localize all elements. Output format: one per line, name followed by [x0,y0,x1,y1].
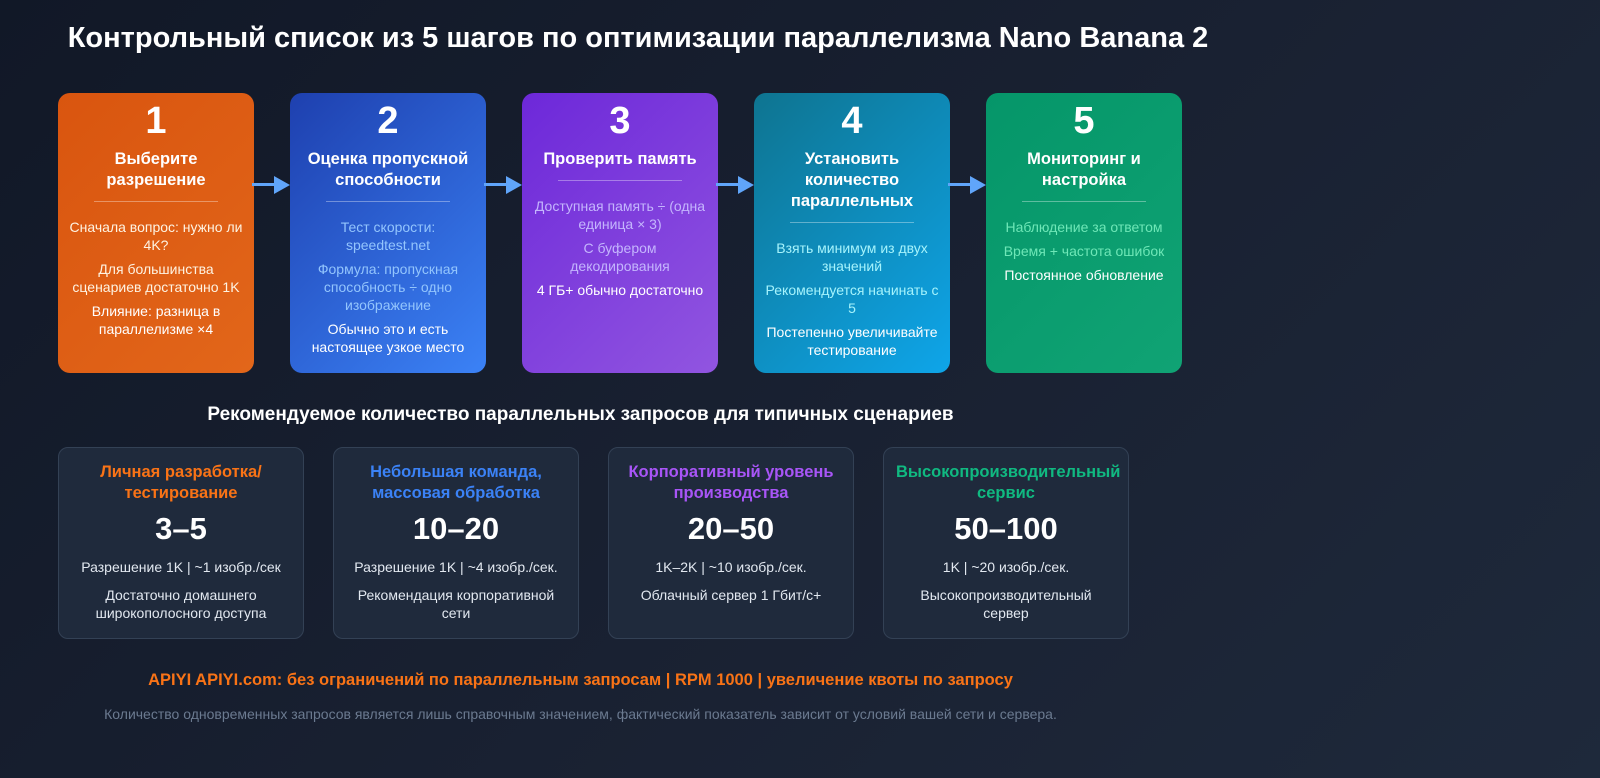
scenario-value: 50–100 [954,511,1058,546]
scenario-note: Облачный сервер 1 Гбит/с+ [640,587,822,603]
step-line: С буфером декодирования [570,240,670,274]
divider [326,201,450,202]
step-line: Доступная память ÷ (одна единица × 3) [534,198,706,232]
step-card-2: 2 Оценка пропускной способности Тест ско… [290,93,486,373]
scenario-value: 20–50 [687,511,775,546]
scenario-note: Рекомендация корпоративной сети [357,587,555,621]
scenario-card: Небольшая команда, массовая обработка 10… [333,447,579,639]
step-line: Влияние: разница в параллелизме ×4 [91,303,221,337]
step-title: Оценка пропускной способности [307,150,469,189]
divider [790,222,914,223]
scenario-label: Высокопроизводительный сервис [896,463,1121,502]
scenario-label: Небольшая команда, массовая обработка [370,463,542,502]
step-line: Постоянное обновление [1004,267,1164,283]
step-number: 1 [145,100,167,142]
scenario-value: 3–5 [155,511,207,546]
promo-text: APIYI APIYI.com: без ограничений по пара… [148,671,1013,689]
scenario-label: Корпоративный уровень производства [628,463,834,502]
step-card-4: 4 Установить количество параллельных Взя… [754,93,950,373]
step-number: 5 [1073,100,1095,142]
disclaimer-note: Количество одновременных запросов являет… [104,706,1057,722]
step-number: 4 [841,100,863,142]
step-title: Выберите разрешение [106,150,206,189]
step-line: Сначала вопрос: нужно ли 4K? [69,219,243,253]
step-line: 4 ГБ+ обычно достаточно [536,282,704,298]
scenario-note: Достаточно домашнего широкополосного дос… [95,587,267,621]
scenario-detail: 1K | ~20 изобр./сек. [942,559,1070,575]
divider [94,201,218,202]
step-line: Взять минимум из двух значений [776,240,928,274]
step-line: Время + частота ошибок [1003,243,1165,259]
step-line: Наблюдение за ответом [1005,219,1163,235]
step-line: Рекомендуется начинать с 5 [765,282,939,316]
step-title: Установить количество параллельных [790,150,914,210]
step-line: Постепенно увеличивайте тестирование [766,324,938,358]
step-card-5: 5 Мониторинг и настройка Наблюдение за о… [986,93,1182,373]
scenarios-row: Личная разработка/тестирование 3–5 Разре… [58,447,1600,639]
arrow-slot [948,93,986,373]
step-title: Проверить память [543,150,697,168]
scenario-value: 10–20 [412,511,500,546]
step-line: Обычно это и есть настоящее узкое место [311,321,465,355]
step-number: 2 [377,100,399,142]
step-line: Формула: пропускная способность ÷ одно и… [317,261,459,313]
scenario-detail: 1K–2K | ~10 изобр./сек. [655,559,807,575]
page-title: Контрольный список из 5 шагов по оптимиз… [67,22,1209,54]
scenario-label: Личная разработка/тестирование [100,463,262,502]
scenario-note: Высокопроизводительный сервер [920,587,1092,621]
divider [558,180,682,181]
step-number: 3 [609,100,631,142]
scenario-card: Корпоративный уровень производства 20–50… [608,447,854,639]
arrow-icon [948,176,986,194]
step-card-3: 3 Проверить память Доступная память ÷ (о… [522,93,718,373]
step-card-1: 1 Выберите разрешение Сначала вопрос: ну… [58,93,254,373]
scenario-card: Личная разработка/тестирование 3–5 Разре… [58,447,304,639]
scenarios-heading: Рекомендуемое количество параллельных за… [207,404,954,425]
arrow-slot [484,93,522,373]
arrow-icon [484,176,522,194]
scenario-detail: Разрешение 1K | ~4 изобр./сек. [354,559,558,575]
arrow-slot [252,93,290,373]
divider [1022,201,1146,202]
step-title: Мониторинг и настройка [1027,150,1141,189]
arrow-icon [716,176,754,194]
scenario-detail: Разрешение 1K | ~1 изобр./сек [81,559,281,575]
arrow-icon [252,176,290,194]
steps-row: 1 Выберите разрешение Сначала вопрос: ну… [58,93,1182,373]
scenario-card: Высокопроизводительный сервис 50–100 1K … [883,447,1129,639]
step-line: Для большинства сценариев достаточно 1K [72,261,240,295]
step-line: Тест скорости: speedtest.net [340,219,436,253]
arrow-slot [716,93,754,373]
